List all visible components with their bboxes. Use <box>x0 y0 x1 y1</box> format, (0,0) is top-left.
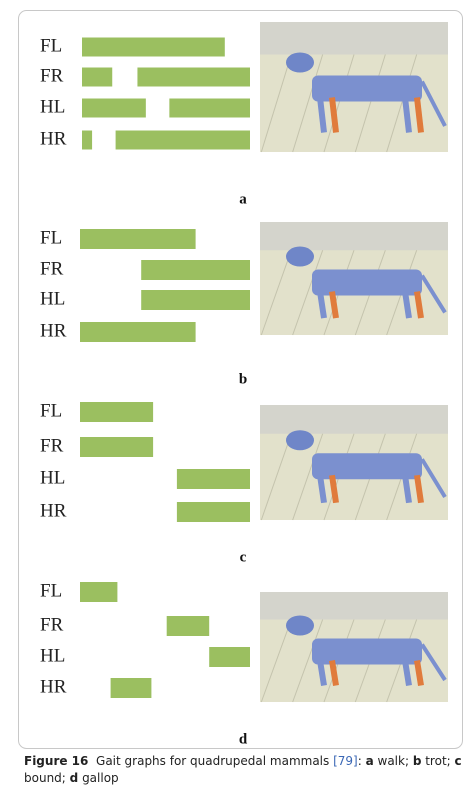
dog-head <box>286 616 314 636</box>
stance-bar <box>111 678 152 698</box>
stance-bar <box>177 469 250 489</box>
image-sky <box>260 405 448 434</box>
dog-leg <box>332 292 336 319</box>
panel-label: b <box>239 371 247 387</box>
page: FL FR HL HR a FL FR HL HR b FL FR HL HR c FL FR HL HR d Fig… <box>0 0 475 795</box>
leg-label: FR <box>40 435 64 456</box>
dog-leg <box>320 98 324 133</box>
dog-leg <box>417 98 421 133</box>
caption-part: Gait graphs for quadrupedal mammals <box>96 754 333 768</box>
leg-label: FR <box>40 614 64 635</box>
panel-label: d <box>239 731 248 747</box>
stance-bar <box>80 437 153 457</box>
figure: FL FR HL HR a FL FR HL HR b FL FR HL HR c FL FR HL HR d <box>0 0 475 795</box>
leg-label: FL <box>40 580 62 601</box>
dog-leg <box>320 292 324 319</box>
panel-ref: c <box>455 754 462 768</box>
image-sky <box>260 222 448 250</box>
dog-leg <box>332 98 336 133</box>
stance-bar <box>80 229 196 249</box>
caption-part: trot; <box>421 754 454 768</box>
panel-ref: a <box>366 754 374 768</box>
dog-head <box>286 53 314 73</box>
leg-label: FR <box>40 65 64 86</box>
image-sky <box>260 22 448 55</box>
leg-label: HR <box>40 676 67 697</box>
caption-part: : <box>358 754 366 768</box>
leg-label: HL <box>40 645 65 666</box>
stance-bar <box>141 260 250 280</box>
illustration <box>260 405 448 520</box>
dog-leg <box>417 661 421 686</box>
caption-text: Gait graphs for quadrupedal mammals [79]… <box>24 754 465 785</box>
caption-part: [79] <box>333 754 358 768</box>
illustration <box>260 592 448 702</box>
stance-bar <box>80 322 196 342</box>
illustration <box>260 222 448 335</box>
leg-label: FL <box>40 400 62 421</box>
illustration <box>260 22 448 152</box>
leg-label: HL <box>40 467 65 488</box>
stance-bar <box>82 38 225 57</box>
dog-leg <box>320 475 324 503</box>
dog-leg <box>332 475 336 503</box>
dog-leg <box>417 292 421 319</box>
caption-part: walk; <box>374 754 413 768</box>
dog-leg <box>332 661 336 686</box>
dog-leg <box>320 661 324 686</box>
caption-part: gallop <box>78 771 118 785</box>
stance-bar <box>169 99 250 118</box>
leg-label: FL <box>40 227 62 248</box>
leg-label: FR <box>40 258 64 279</box>
dog-leg <box>405 475 409 503</box>
panel-label: a <box>239 191 247 207</box>
dog-leg <box>405 98 409 133</box>
stance-bar <box>177 502 250 522</box>
leg-label: HR <box>40 128 67 149</box>
stance-bar <box>80 582 117 602</box>
stance-bar <box>116 131 250 150</box>
leg-label: HR <box>40 320 67 341</box>
stance-bar <box>137 68 250 87</box>
leg-label: FL <box>40 35 62 56</box>
dog-leg <box>405 661 409 686</box>
image-sky <box>260 592 448 620</box>
dog-leg <box>417 475 421 503</box>
stance-bar <box>141 290 250 310</box>
stance-bar <box>80 402 153 422</box>
dog-head <box>286 247 314 267</box>
caption: Figure 16 Gait graphs for quadrupedal ma… <box>24 753 464 787</box>
stance-bar <box>82 131 92 150</box>
stance-bar <box>82 99 146 118</box>
stance-bar <box>167 616 210 636</box>
leg-label: HL <box>40 96 65 117</box>
panel-ref: d <box>70 771 79 785</box>
stance-bar <box>82 68 112 87</box>
leg-label: HR <box>40 500 67 521</box>
dog-leg <box>405 292 409 319</box>
panel-label: c <box>240 549 247 565</box>
leg-label: HL <box>40 288 65 309</box>
dog-head <box>286 430 314 450</box>
caption-label: Figure 16 <box>24 754 88 768</box>
stance-bar <box>209 647 250 667</box>
